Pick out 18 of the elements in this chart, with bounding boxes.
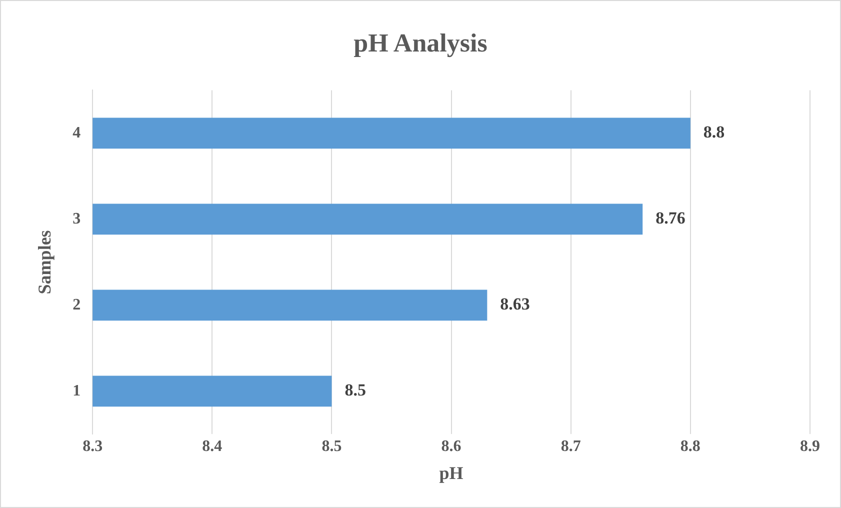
x-tick-label: 8.8 bbox=[680, 438, 700, 455]
y-tick-label: 4 bbox=[72, 124, 81, 142]
data-label: 8.5 bbox=[344, 380, 366, 400]
x-tick-label: 8.6 bbox=[441, 438, 462, 455]
x-tick-label: 8.7 bbox=[560, 438, 581, 455]
data-label: 8.76 bbox=[656, 208, 686, 228]
y-tick-label: 1 bbox=[72, 382, 81, 400]
chart-title: pH Analysis bbox=[354, 28, 488, 58]
y-tick-label: 2 bbox=[72, 296, 81, 314]
y-tick-label: 3 bbox=[72, 210, 81, 228]
x-axis-title: pH bbox=[439, 462, 464, 483]
data-label: 8.8 bbox=[703, 122, 725, 142]
x-tick-label: 8.5 bbox=[322, 438, 342, 455]
x-tick-label: 8.4 bbox=[202, 438, 222, 455]
data-label: 8.63 bbox=[500, 294, 530, 314]
x-tick-label: 8.9 bbox=[800, 438, 820, 455]
x-tick-label: 8.3 bbox=[82, 438, 103, 455]
y-axis-title: Samples bbox=[34, 230, 54, 294]
